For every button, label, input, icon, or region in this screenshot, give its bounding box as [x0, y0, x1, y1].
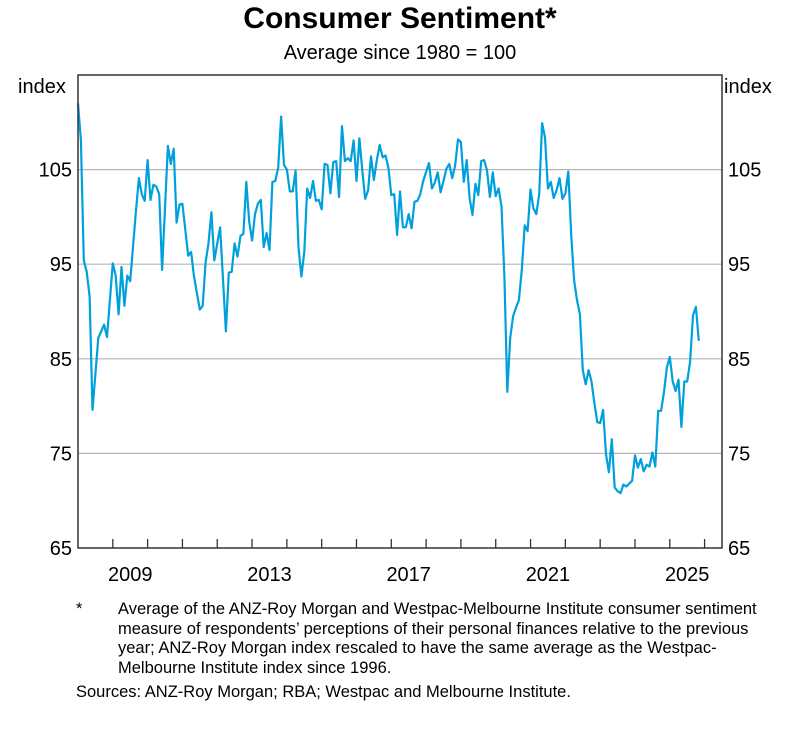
chart-subtitle: Average since 1980 = 100: [283, 42, 517, 64]
plot-frame: [77, 74, 723, 549]
y-axis-label-right: index: [724, 76, 772, 98]
y-tick-label-left: 75: [50, 443, 72, 465]
series-line: [76, 103, 700, 495]
y-tick-label-right: 85: [728, 349, 750, 371]
y-tick-label-left: 105: [39, 160, 72, 182]
x-tick-label: 2009: [108, 564, 153, 586]
x-tick-label: 2013: [247, 564, 292, 586]
line-chart: index index 65 65 75 75 85 85 95 95 105 105 2009 20…: [18, 74, 772, 586]
footnote: * Average of the ANZ-Roy Morgan and West…: [76, 600, 776, 678]
y-tick-label-left: 85: [50, 349, 72, 371]
chart-notes: * Average of the ANZ-Roy Morgan and West…: [76, 600, 776, 703]
y-tick-label-right: 95: [728, 254, 750, 276]
sources: Sources: ANZ-Roy Morgan; RBA; Westpac an…: [76, 683, 571, 701]
y-tick-label-right: 105: [728, 160, 761, 182]
y-tick-label-left: 95: [50, 254, 72, 276]
footnote-mark: *: [76, 600, 83, 618]
chart-title: Consumer Sentiment*: [243, 2, 557, 35]
y-tick-label-right: 75: [728, 443, 750, 465]
footnote-text: Average of the ANZ-Roy Morgan and Westpa…: [118, 600, 757, 677]
y-axis-label-left: index: [18, 76, 66, 98]
x-tick-label: 2025: [665, 564, 710, 586]
x-tick-label: 2021: [526, 564, 571, 586]
y-tick-label-left: 65: [50, 538, 72, 560]
x-tick-label: 2017: [386, 564, 431, 586]
y-tick-label-right: 65: [728, 538, 750, 560]
